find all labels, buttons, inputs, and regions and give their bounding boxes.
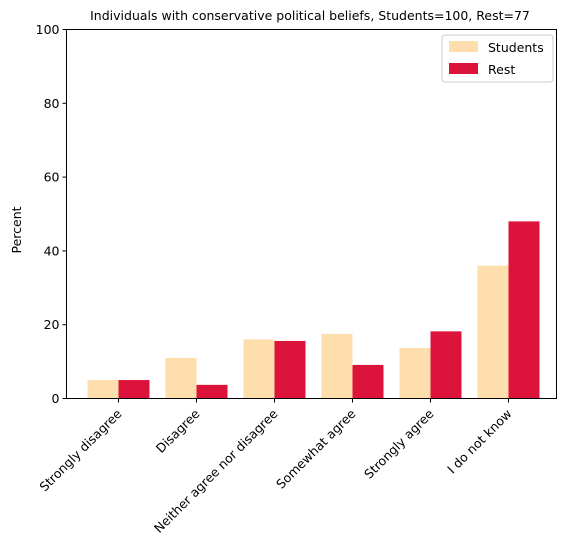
y-tick-label: 20 (44, 317, 60, 332)
y-tick-label: 100 (36, 22, 60, 37)
y-tick-label: 40 (44, 243, 60, 258)
y-ticks-group: 0 20 40 60 80 100 (36, 22, 67, 406)
bar-rest-6 (508, 221, 540, 399)
x-tick-label: Disagree (153, 406, 203, 456)
bar-rest-2 (196, 384, 228, 399)
legend-label-rest: Rest (488, 62, 515, 77)
x-tick-label: Strongly disagree (36, 406, 124, 494)
bar-rest-4 (352, 364, 384, 399)
bar-rest-3 (274, 340, 306, 399)
chart-title: Individuals with conservative political … (90, 8, 530, 23)
y-tick-label: 0 (52, 391, 60, 406)
x-tick-label: Somewhat agree (273, 406, 359, 492)
plot-frame (66, 29, 557, 399)
y-tick-label: 80 (44, 96, 60, 111)
bar-students-6 (477, 265, 509, 399)
bar-students-1 (87, 380, 119, 399)
bars-group (87, 221, 540, 399)
bar-students-5 (399, 347, 431, 399)
bar-students-3 (243, 339, 275, 399)
bar-students-2 (165, 357, 197, 399)
x-tick-label: Neither agree nor disagree (151, 406, 281, 536)
x-tick-label: Strongly agree (361, 406, 437, 482)
legend: Students Rest (441, 34, 554, 83)
legend-label-students: Students (488, 40, 544, 55)
legend-swatch-students (449, 41, 478, 52)
bar-students-4 (321, 333, 353, 399)
bar-rest-5 (430, 331, 462, 399)
x-tick-label: I do not know (444, 406, 515, 477)
bar-rest-1 (118, 380, 150, 399)
y-tick-label: 60 (44, 170, 60, 185)
legend-swatch-rest (449, 63, 478, 74)
y-axis-label: Percent (9, 206, 24, 253)
